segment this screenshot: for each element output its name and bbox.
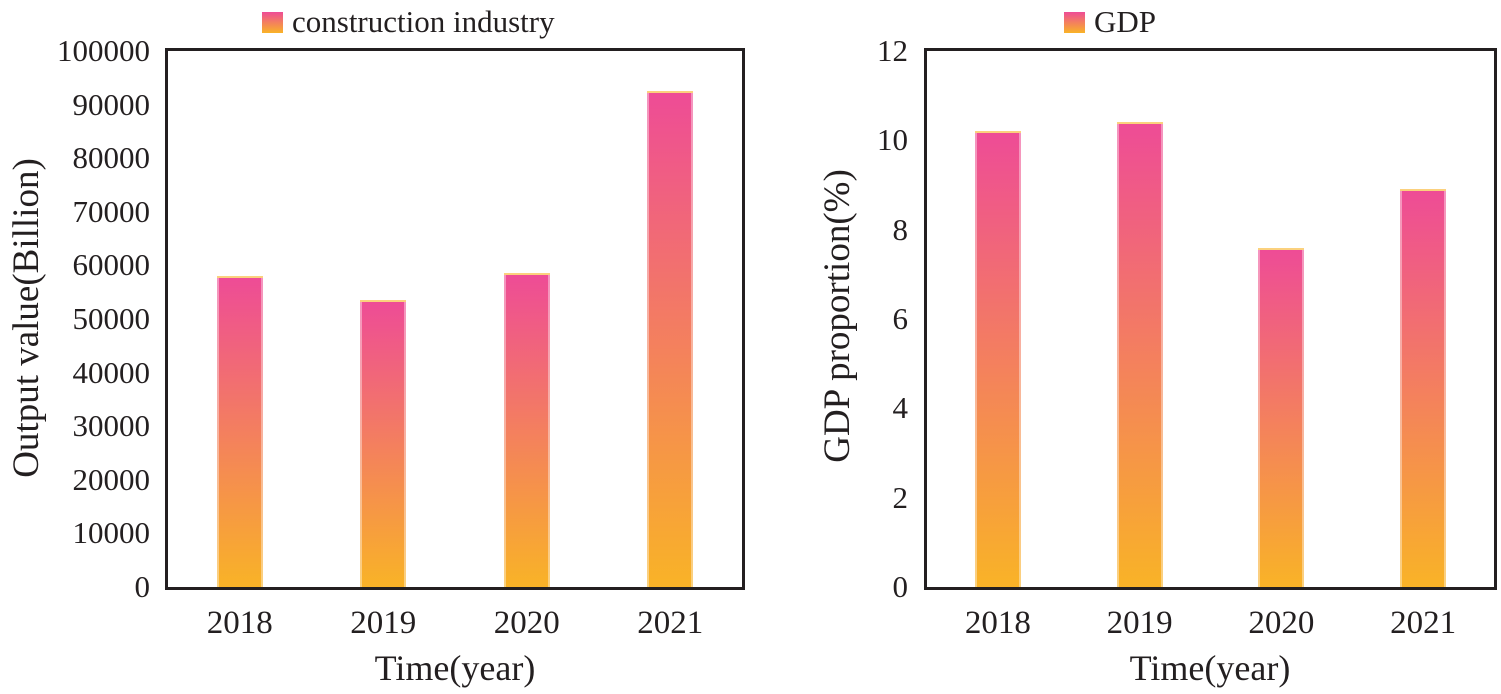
y-tick-80000: 80000 — [72, 140, 151, 176]
plot-area — [924, 48, 1497, 590]
legend: construction industry — [262, 2, 555, 42]
y-tick-6: 6 — [892, 301, 909, 336]
y-tick-4: 4 — [892, 390, 909, 426]
y-tick-70000: 70000 — [72, 193, 151, 229]
y-tick-0: 0 — [134, 569, 151, 604]
y-tick-20000: 20000 — [72, 461, 151, 497]
y-tick-90000: 90000 — [72, 86, 151, 122]
x-axis-title: Time(year) — [374, 648, 536, 688]
bar-2021 — [1400, 189, 1447, 587]
bar-2018 — [974, 131, 1021, 587]
y-tick-10: 10 — [877, 122, 908, 158]
legend-swatch-icon — [262, 11, 283, 33]
x-tick-2018: 2018 — [964, 605, 1031, 641]
y-tick-10000: 10000 — [72, 515, 151, 551]
y-tick-0: 0 — [892, 569, 909, 604]
bar-2020 — [1258, 247, 1305, 587]
y-tick-2: 2 — [892, 479, 909, 515]
bar-2019 — [1116, 122, 1163, 587]
y-tick-100000: 100000 — [57, 33, 150, 68]
y-tick-12: 12 — [877, 33, 908, 68]
bar-2020 — [503, 273, 550, 587]
x-tick-2018: 2018 — [206, 605, 273, 641]
x-tick-2019: 2019 — [1106, 605, 1173, 641]
x-tick-2021: 2021 — [1390, 605, 1457, 641]
legend-label: construction industry — [292, 4, 555, 39]
bar-2019 — [360, 300, 407, 587]
x-tick-2021: 2021 — [637, 605, 704, 641]
x-tick-2019: 2019 — [350, 605, 417, 641]
x-tick-2020: 2020 — [493, 605, 560, 641]
legend-label: GDP — [1094, 4, 1157, 39]
legend-swatch-icon — [1064, 11, 1085, 33]
plot-area — [165, 48, 745, 590]
bar-2021 — [647, 91, 694, 587]
x-tick-2020: 2020 — [1248, 605, 1315, 641]
y-tick-40000: 40000 — [72, 354, 151, 390]
legend: GDP — [1064, 2, 1156, 42]
bar-2018 — [216, 276, 263, 587]
y-tick-8: 8 — [892, 211, 909, 247]
y-tick-50000: 50000 — [72, 301, 151, 336]
y-tick-60000: 60000 — [72, 247, 151, 283]
x-axis-title: Time(year) — [1129, 648, 1291, 688]
y-tick-30000: 30000 — [72, 408, 151, 444]
